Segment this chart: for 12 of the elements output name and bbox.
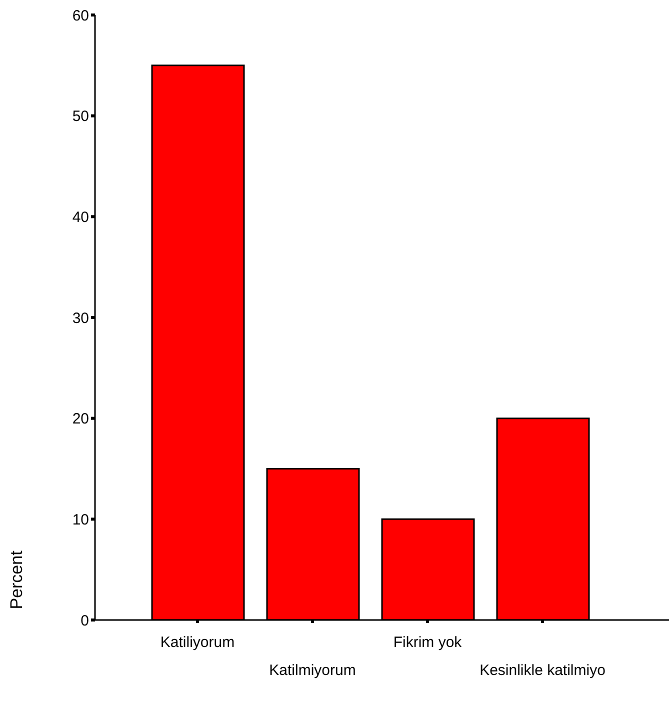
y-tick-label: 10 [72,511,89,528]
x-tick-label: Fikrim yok [393,634,462,651]
y-axis-title: Percent [7,550,26,610]
y-tick-label: 0 [80,612,89,630]
y-tick-label: 30 [72,310,89,327]
x-tick-label: Katilmiyorum [269,662,356,679]
x-tick-label: Katiliyorum [160,634,235,651]
y-tick-label: 40 [72,208,89,226]
y-tick-label: 60 [72,7,89,24]
y-tick-label: 20 [72,410,89,428]
x-tick-label: Kesinlikle katilmiyo [480,662,606,679]
y-tick-label: 50 [72,108,89,126]
